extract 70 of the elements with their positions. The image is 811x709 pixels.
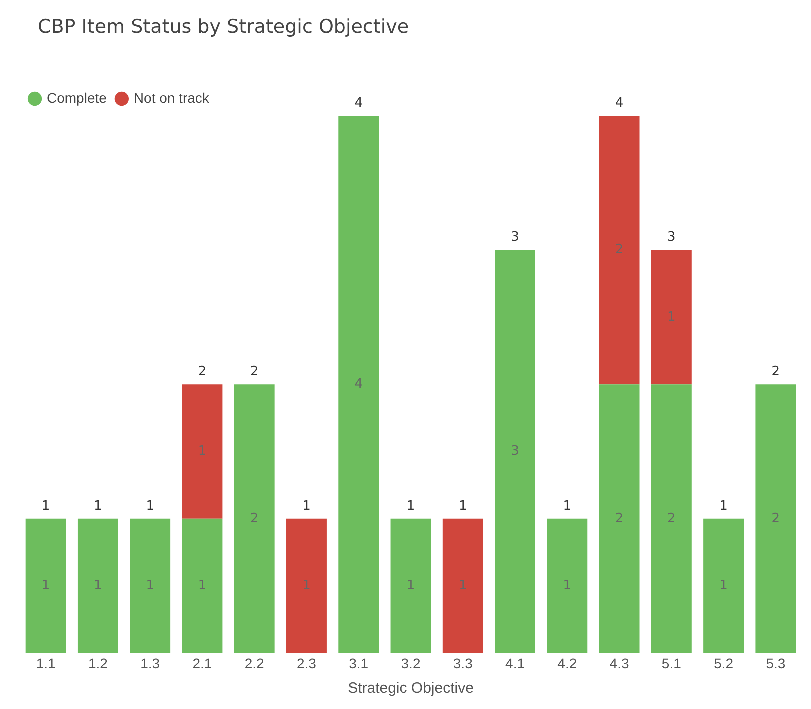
data-label: 1 (720, 578, 728, 594)
total-label: 1 (94, 498, 102, 514)
legend-label: Complete (47, 90, 108, 106)
data-label: 1 (42, 578, 50, 594)
bar (234, 384, 275, 654)
bar (26, 518, 66, 654)
data-label: 1 (458, 578, 468, 594)
data-label: 2 (772, 511, 780, 526)
data-label: 1 (198, 578, 207, 594)
total-label: 4 (615, 96, 624, 111)
total-label: 2 (772, 364, 780, 380)
total-label: 3 (668, 230, 676, 246)
x-tick-label: 3.3 (453, 655, 474, 672)
x-tick-label: 5.2 (714, 655, 734, 672)
data-label: 2 (250, 511, 259, 526)
total-label: 1 (406, 498, 416, 514)
bar (704, 518, 744, 654)
bar (599, 116, 640, 385)
x-tick-label: 2.1 (192, 655, 212, 672)
bar (130, 518, 171, 654)
bar (651, 250, 692, 385)
total-label: 1 (42, 498, 50, 514)
data-label: 4 (354, 376, 364, 392)
bar (390, 518, 432, 654)
x-tick-label: 2.3 (297, 655, 317, 672)
data-label: 1 (406, 578, 416, 594)
total-label: 2 (250, 364, 259, 380)
bar (756, 384, 796, 654)
bar (338, 116, 380, 654)
data-label: 1 (146, 578, 154, 594)
bar (547, 518, 588, 654)
x-axis-title: Strategic Objective (348, 680, 474, 698)
total-label: 3 (511, 230, 520, 246)
bar (442, 518, 484, 654)
bar (78, 518, 118, 654)
legend-label: Not on track (134, 90, 210, 106)
x-tick-label: 4.3 (610, 655, 630, 672)
x-tick-label: 5.1 (662, 655, 682, 672)
x-tick-label: 4.1 (506, 655, 526, 672)
total-label: 1 (458, 498, 468, 514)
data-label: 1 (302, 578, 311, 594)
total-label: 2 (198, 364, 207, 380)
x-tick-label: 5.3 (766, 655, 786, 672)
total-label: 1 (563, 498, 572, 514)
total-label: 1 (302, 498, 311, 514)
bar (651, 384, 692, 654)
bar (495, 250, 536, 654)
data-label: 1 (94, 578, 102, 594)
data-label: 1 (198, 444, 207, 460)
total-label: 1 (146, 498, 154, 514)
total-label: 4 (354, 96, 364, 111)
bar (182, 518, 223, 654)
data-label: 3 (511, 444, 520, 460)
x-tick-label: 2.2 (244, 655, 265, 672)
data-label: 2 (615, 242, 624, 258)
x-tick-label: 1.1 (36, 655, 56, 672)
bar (599, 384, 640, 654)
x-tick-label: 3.2 (401, 655, 421, 672)
data-label: 1 (563, 578, 572, 594)
x-tick-label: 4.2 (558, 655, 578, 672)
bar (286, 518, 327, 654)
data-label: 1 (668, 310, 676, 325)
data-label: 2 (615, 511, 624, 526)
x-tick-label: 1.3 (140, 655, 160, 672)
data-label: 2 (668, 511, 676, 526)
chart-title: CBP Item Status by Strategic Objective (38, 16, 410, 38)
x-tick-label: 1.2 (88, 655, 108, 672)
total-label: 1 (720, 498, 728, 514)
bar (182, 384, 223, 519)
x-tick-label: 3.1 (349, 655, 369, 672)
